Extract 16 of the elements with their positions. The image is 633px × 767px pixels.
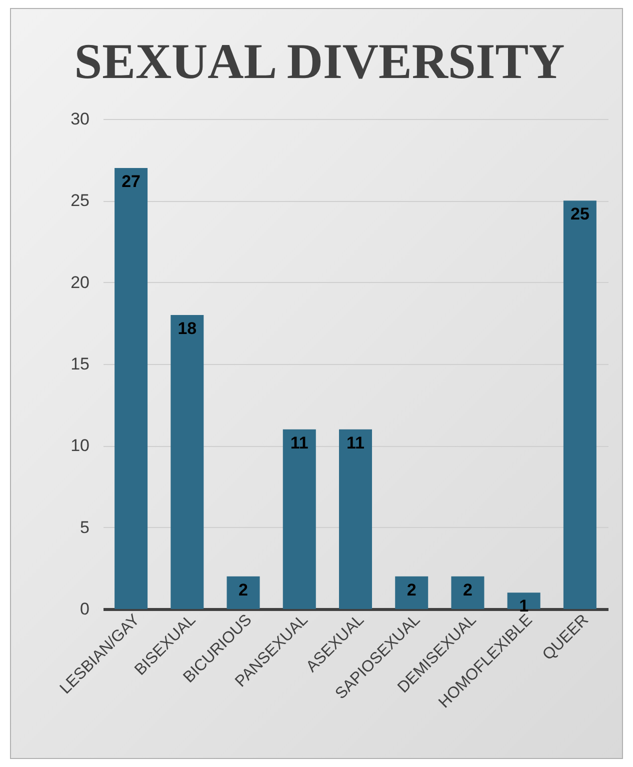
- y-tick-label: 0: [80, 600, 90, 618]
- data-label: 11: [346, 433, 364, 452]
- y-tick-label: 15: [70, 354, 90, 374]
- data-label: 25: [570, 204, 590, 224]
- data-label: 18: [178, 319, 197, 338]
- y-tick-label: 5: [80, 518, 90, 537]
- data-label: 11: [290, 433, 308, 452]
- data-label: 2: [238, 580, 248, 600]
- y-tick-label: 10: [70, 436, 90, 456]
- y-tick-label: 20: [70, 272, 90, 292]
- chart-title: SEXUAL DIVERSITY: [74, 33, 565, 89]
- y-tick-label: 30: [70, 110, 90, 128]
- data-label: 2: [462, 580, 472, 600]
- data-label: 2: [406, 580, 416, 600]
- data-label: 27: [122, 172, 141, 191]
- y-tick-label: 25: [70, 191, 90, 210]
